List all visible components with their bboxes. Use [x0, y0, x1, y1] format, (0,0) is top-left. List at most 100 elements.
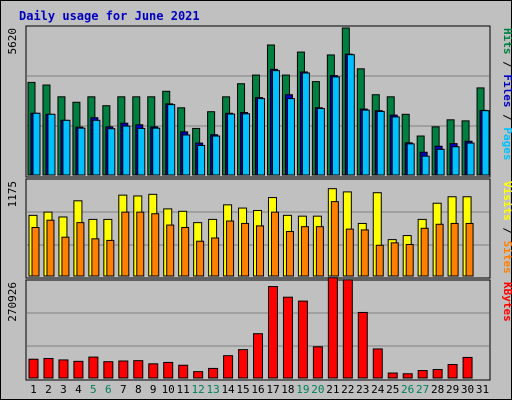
bar-sites	[256, 225, 265, 277]
bar-kbytes	[103, 361, 114, 379]
bar-pages	[346, 54, 355, 176]
bar-sites	[300, 226, 309, 277]
bar-kbytes	[163, 361, 174, 379]
bar-pages	[466, 142, 475, 176]
bar-kbytes	[223, 355, 234, 379]
legend-entry: Pages	[501, 127, 512, 160]
y-max-label: 270926	[6, 282, 19, 322]
x-tick-label: 23	[356, 383, 369, 396]
bar-pages	[376, 110, 385, 176]
bar-kbytes	[178, 364, 189, 379]
bar-sites	[226, 220, 235, 277]
legend-entry: Visits	[501, 181, 512, 221]
bar-pages	[197, 144, 206, 176]
x-tick-label: 8	[135, 383, 142, 396]
bar-sites	[435, 223, 444, 277]
bar-pages	[331, 76, 340, 176]
bar-kbytes	[327, 277, 338, 379]
x-tick-label: 3	[60, 383, 67, 396]
bar-sites	[345, 228, 354, 277]
bar-sites	[450, 222, 459, 277]
bar-kbytes	[387, 372, 398, 379]
x-tick-label: 13	[206, 383, 219, 396]
bar-pages	[436, 148, 445, 176]
bar-pages	[32, 112, 41, 176]
bar-sites	[465, 222, 474, 277]
bar-kbytes	[208, 367, 219, 379]
bar-pages	[271, 70, 280, 176]
bar-kbytes	[297, 300, 308, 379]
bar-kbytes	[238, 349, 249, 379]
bar-pages	[167, 104, 176, 176]
x-tick-label: 26	[401, 383, 414, 396]
bar-kbytes	[73, 360, 84, 379]
x-tick-label: 1	[30, 383, 37, 396]
x-tick-label: 19	[296, 383, 309, 396]
bar-pages	[227, 113, 236, 176]
x-tick-label: 2	[45, 383, 52, 396]
bar-pages	[451, 146, 460, 176]
bar-sites	[360, 229, 369, 277]
bar-pages	[361, 109, 370, 176]
x-tick-label: 27	[416, 383, 429, 396]
bar-kbytes	[402, 373, 413, 379]
bar-kbytes	[58, 359, 69, 379]
bar-kbytes	[447, 364, 458, 379]
x-tick-label: 29	[446, 383, 459, 396]
x-tick-label: 12	[192, 383, 205, 396]
bar-sites	[151, 213, 160, 277]
bar-sites	[241, 222, 250, 277]
x-tick-label: 4	[75, 383, 82, 396]
x-tick-label: 21	[326, 383, 339, 396]
bar-pages	[107, 128, 116, 176]
bar-pages	[47, 113, 56, 176]
bar-sites	[211, 237, 220, 277]
y-max-label: 1175	[6, 181, 19, 208]
legend-entry: Files	[501, 74, 512, 107]
bar-pages	[391, 116, 400, 176]
bar-sites	[390, 242, 399, 277]
bar-sites	[375, 244, 384, 277]
bar-kbytes	[267, 286, 278, 379]
bar-pages	[301, 72, 310, 176]
bar-kbytes	[357, 311, 368, 379]
legend-entry: /	[501, 221, 512, 241]
legend-entry: /	[501, 108, 512, 128]
bar-kbytes	[462, 356, 473, 379]
bar-pages	[182, 134, 191, 176]
right-axis-label: Hits / Files / Pages	[501, 28, 512, 161]
bar-kbytes	[432, 368, 443, 379]
bar-sites	[330, 201, 339, 277]
bar-pages	[92, 119, 101, 176]
chart-title: Daily usage for June 2021	[19, 9, 200, 23]
x-tick-label: 5	[90, 383, 97, 396]
bar-pages	[481, 110, 490, 176]
x-tick-label: 28	[431, 383, 444, 396]
y-max-label: 5620	[6, 28, 19, 55]
bar-kbytes	[282, 296, 293, 379]
legend-entry: Hits	[501, 28, 512, 55]
x-tick-label: 30	[461, 383, 474, 396]
bar-sites	[420, 227, 429, 277]
bar-kbytes	[118, 360, 129, 379]
bar-kbytes	[372, 348, 383, 379]
x-tick-label: 7	[120, 383, 127, 396]
x-tick-label: 11	[177, 383, 190, 396]
bar-pages	[152, 127, 161, 176]
bar-kbytes	[342, 279, 353, 379]
bar-pages	[77, 127, 86, 176]
bar-sites	[91, 238, 100, 277]
x-tick-label: 9	[150, 383, 157, 396]
bar-sites	[181, 226, 190, 277]
bar-kbytes	[312, 346, 323, 379]
bar-pages	[212, 135, 221, 176]
bar-sites	[270, 211, 279, 277]
x-tick-label: 15	[236, 383, 249, 396]
bar-sites	[31, 226, 40, 277]
x-tick-label: 24	[371, 383, 385, 396]
bar-sites	[61, 236, 70, 277]
legend-entry: KBytes	[501, 282, 512, 322]
x-tick-label: 22	[341, 383, 354, 396]
legend-entry: Sites	[501, 241, 512, 274]
